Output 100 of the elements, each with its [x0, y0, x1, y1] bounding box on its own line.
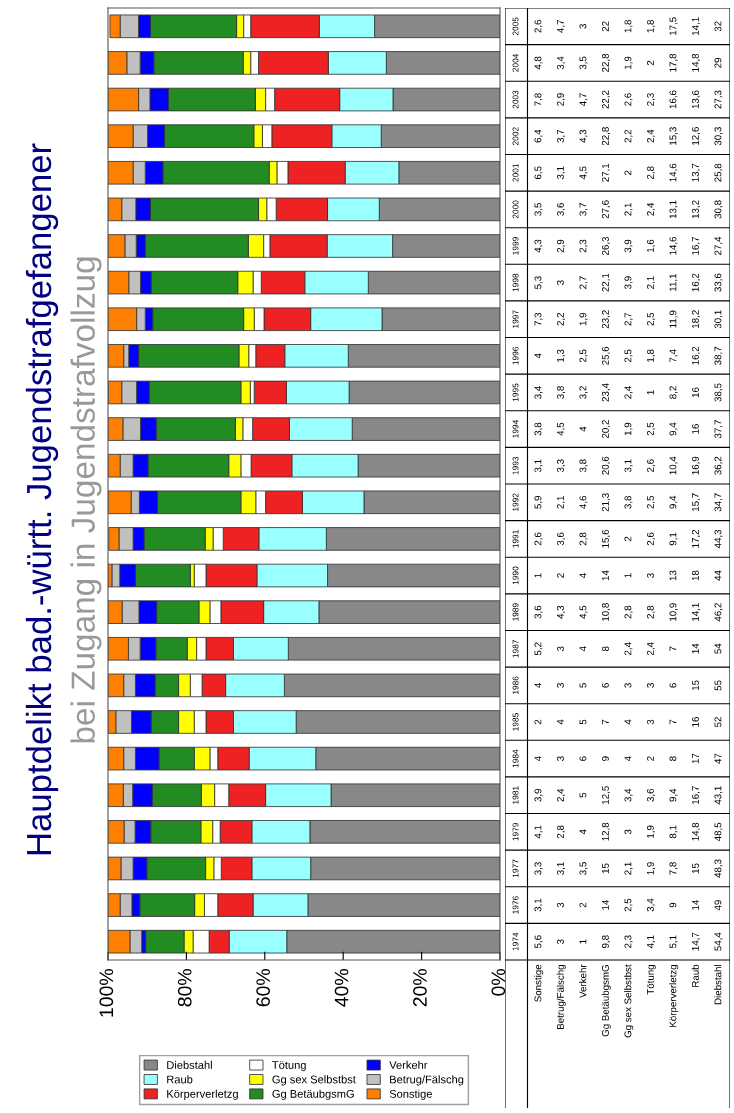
data-label: 1 [647, 390, 654, 395]
data-label: 2,8 [646, 605, 656, 619]
data-label: 9,4 [669, 495, 678, 509]
data-label: 2,5 [624, 349, 633, 363]
data-label: 13,2 [691, 200, 701, 219]
y-tick-label: 1989 [512, 603, 519, 621]
data-label: 17,5 [669, 17, 678, 36]
data-label: 52 [714, 717, 722, 728]
data-label: 2,1 [624, 203, 633, 216]
data-label: 16 [691, 387, 699, 398]
data-label: 4,5 [579, 166, 588, 180]
y-tick-label: 1977 [512, 859, 519, 878]
data-label: 7,3 [534, 312, 543, 326]
data-label: 2,2 [556, 312, 566, 326]
data-label: 2,4 [556, 788, 566, 802]
data-label: 3,6 [556, 203, 566, 216]
data-label: 18 [691, 570, 699, 581]
data-label: 2,8 [579, 532, 588, 546]
data-label: 4,7 [579, 93, 588, 107]
text: Betrug/Fälschg [556, 965, 566, 1029]
legend-label: Gg sex Selbstbst [272, 1075, 356, 1086]
legend-label: Tötung [272, 1061, 306, 1072]
data-label: 7,8 [669, 862, 678, 875]
data-label: 2,9 [556, 239, 566, 253]
text: Tötung [647, 965, 656, 995]
data-label: 2,4 [646, 642, 656, 656]
data-label: 4 [534, 682, 542, 688]
text: Sonstige [534, 964, 544, 1002]
y-tick-label: 2004 [512, 53, 519, 72]
data-label: 4,8 [534, 56, 543, 70]
legend-label: Sonstige [389, 1089, 432, 1100]
data-label: 2 [556, 573, 564, 578]
y-tick-label: 1991 [512, 530, 519, 548]
data-label: 14,8 [691, 53, 701, 72]
data-label: 1,3 [556, 349, 566, 362]
y-tick-label: 1999 [512, 237, 519, 255]
data-label: 17,8 [669, 53, 678, 72]
data-label: 14,7 [692, 932, 701, 951]
data-label: 15,3 [669, 127, 678, 145]
data-label: 27,6 [601, 200, 611, 219]
data-label: 2,7 [624, 312, 633, 326]
data-label: 30,3 [714, 127, 723, 146]
data-label: 9 [669, 902, 677, 908]
data-label: 16,2 [691, 346, 701, 365]
data-label: 3 [556, 683, 564, 688]
data-label: 3 [556, 939, 564, 945]
data-label: 3,8 [624, 495, 633, 509]
data-label: 22,2 [601, 90, 611, 109]
text: Hauptdelikt bad.-württ. Jugendstrafgefangener [25, 143, 59, 855]
data-label: 33,6 [714, 273, 723, 292]
data-label: 25,8 [714, 163, 723, 182]
data-label: 13,7 [691, 163, 701, 182]
data-label: 15,7 [692, 493, 701, 512]
data-label: 6 [601, 683, 609, 688]
y-tick-label: 1984 [512, 749, 519, 768]
data-label: 3,9 [624, 239, 633, 253]
data-label: 2 [646, 60, 654, 66]
data-label: 5,3 [534, 276, 543, 289]
data-label: 2 [646, 756, 654, 761]
data-label: 9,4 [669, 422, 678, 436]
data-label: 10,9 [669, 603, 678, 621]
data-label: 27,1 [601, 163, 611, 182]
data-label: 14 [692, 899, 699, 910]
data-label: 32 [714, 21, 722, 32]
data-label: 23,4 [601, 383, 611, 402]
data-label: 2,5 [646, 422, 656, 436]
data-label: 16,2 [691, 273, 701, 292]
data-label: 5,6 [534, 935, 543, 949]
data-label: 1,9 [646, 862, 656, 875]
x-tick-label: 60% [256, 969, 271, 1007]
data-label: 12,8 [601, 822, 611, 841]
data-label: 3 [646, 683, 654, 688]
data-label: 3,7 [579, 203, 588, 216]
data-label: 16,6 [669, 90, 678, 109]
data-label: 7 [669, 719, 677, 725]
data-label: 2,8 [556, 825, 566, 839]
text: Gg BetäubgsmG [601, 965, 611, 1037]
data-label: 36,2 [714, 456, 723, 475]
data-label: 2,7 [579, 276, 588, 289]
y-tick-label: 1998 [512, 273, 519, 292]
data-label: 1,8 [646, 349, 656, 362]
data-label: 1 [624, 573, 632, 578]
data-label: 16,7 [691, 237, 701, 255]
data-label: 43,1 [714, 786, 723, 805]
data-label: 11,1 [669, 273, 678, 291]
data-label: 7 [602, 719, 609, 725]
data-label: 7,8 [534, 93, 543, 106]
data-label: 4,1 [647, 935, 656, 949]
y-tick-label: 1994 [512, 420, 519, 438]
data-label: 14,1 [692, 17, 701, 36]
data-label: 12,6 [691, 127, 701, 145]
data-label: 6,4 [534, 129, 543, 143]
data-label: 3,1 [556, 862, 566, 875]
data-label: 3 [624, 829, 632, 835]
data-label: 22 [601, 21, 609, 32]
data-label: 15 [692, 863, 699, 874]
data-label: 30,1 [714, 310, 723, 329]
data-label: 2 [624, 536, 632, 542]
data-label: 55 [714, 680, 722, 691]
data-label: 2,5 [646, 495, 656, 509]
